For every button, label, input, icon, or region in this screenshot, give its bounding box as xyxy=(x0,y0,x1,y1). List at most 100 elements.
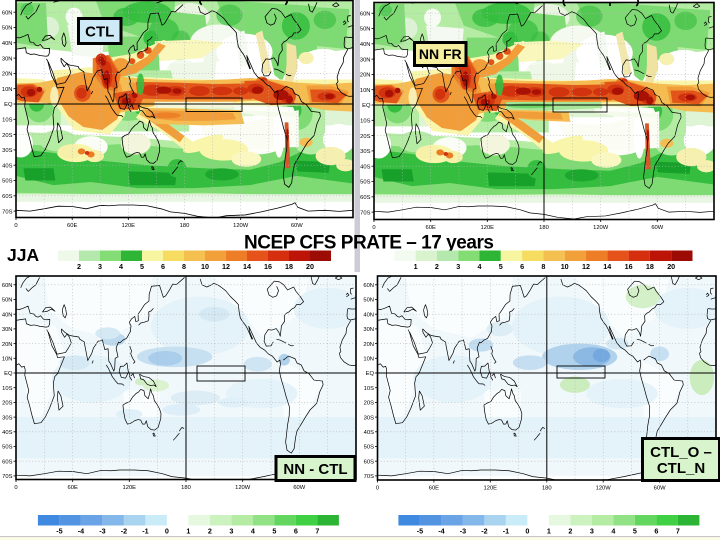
svg-text:20N: 20N xyxy=(2,342,13,348)
svg-text:3: 3 xyxy=(590,527,594,536)
svg-text:4: 4 xyxy=(611,527,615,536)
svg-text:60E: 60E xyxy=(426,225,436,231)
svg-text:1: 1 xyxy=(414,262,418,271)
svg-text:50S: 50S xyxy=(364,445,374,451)
svg-text:7: 7 xyxy=(315,527,319,536)
svg-text:20: 20 xyxy=(306,262,314,271)
svg-text:7: 7 xyxy=(676,527,680,536)
svg-text:NCEP CFS PRATE – 17 years: NCEP CFS PRATE – 17 years xyxy=(244,233,494,254)
svg-text:60N: 60N xyxy=(360,11,371,17)
svg-text:18: 18 xyxy=(646,262,654,271)
svg-text:20N: 20N xyxy=(360,73,371,79)
svg-text:3: 3 xyxy=(98,262,102,271)
svg-text:60E: 60E xyxy=(68,485,78,491)
svg-text:-3: -3 xyxy=(460,527,466,536)
svg-text:2: 2 xyxy=(568,527,572,536)
svg-text:120W: 120W xyxy=(235,485,251,491)
svg-text:30N: 30N xyxy=(2,327,13,333)
svg-text:40S: 40S xyxy=(364,430,374,436)
svg-text:0: 0 xyxy=(525,527,529,536)
svg-text:60W: 60W xyxy=(651,225,663,231)
svg-text:120W: 120W xyxy=(596,486,612,492)
svg-text:-5: -5 xyxy=(417,527,423,536)
svg-text:60W: 60W xyxy=(293,485,305,491)
svg-text:120E: 120E xyxy=(123,485,137,491)
svg-text:10N: 10N xyxy=(360,88,371,94)
svg-text:16: 16 xyxy=(625,262,633,271)
svg-text:-4: -4 xyxy=(78,527,84,536)
svg-text:120W: 120W xyxy=(233,223,249,229)
svg-text:60E: 60E xyxy=(429,486,439,492)
svg-text:10S: 10S xyxy=(2,118,12,124)
svg-text:5: 5 xyxy=(499,262,503,271)
svg-text:14: 14 xyxy=(603,262,611,271)
svg-text:CTL_O –: CTL_O – xyxy=(650,444,712,461)
svg-text:-2: -2 xyxy=(121,527,127,536)
svg-text:0: 0 xyxy=(14,485,17,491)
svg-text:JJA: JJA xyxy=(7,245,39,265)
svg-text:30N: 30N xyxy=(2,56,13,62)
svg-text:1: 1 xyxy=(186,527,190,536)
svg-text:50N: 50N xyxy=(363,298,374,304)
svg-text:40S: 40S xyxy=(2,163,12,169)
svg-text:50N: 50N xyxy=(360,27,371,33)
svg-text:70S: 70S xyxy=(360,210,370,216)
svg-text:EQ: EQ xyxy=(366,371,375,377)
svg-text:3: 3 xyxy=(456,262,460,271)
svg-text:-1: -1 xyxy=(503,527,509,536)
svg-text:60S: 60S xyxy=(2,459,12,465)
svg-text:-4: -4 xyxy=(438,527,444,536)
svg-text:30S: 30S xyxy=(2,415,12,421)
svg-text:30S: 30S xyxy=(360,149,370,155)
svg-text:4: 4 xyxy=(119,262,123,271)
svg-text:12: 12 xyxy=(222,262,230,271)
svg-text:60S: 60S xyxy=(364,459,374,465)
svg-text:50S: 50S xyxy=(2,179,12,185)
svg-text:NN FR: NN FR xyxy=(419,46,462,62)
svg-text:CTL_N: CTL_N xyxy=(657,460,705,477)
svg-text:10N: 10N xyxy=(2,87,13,93)
svg-text:50N: 50N xyxy=(2,26,13,32)
svg-text:40S: 40S xyxy=(360,164,370,170)
svg-text:18: 18 xyxy=(285,262,293,271)
svg-text:180: 180 xyxy=(181,485,191,491)
svg-text:-2: -2 xyxy=(481,527,487,536)
svg-text:10: 10 xyxy=(561,262,569,271)
svg-text:10N: 10N xyxy=(2,357,13,363)
svg-text:-5: -5 xyxy=(56,527,62,536)
svg-text:120E: 120E xyxy=(484,486,498,492)
svg-text:0: 0 xyxy=(165,527,169,536)
svg-text:50N: 50N xyxy=(2,298,13,304)
svg-text:120E: 120E xyxy=(481,225,495,231)
svg-text:-3: -3 xyxy=(99,527,105,536)
svg-text:6: 6 xyxy=(520,262,524,271)
svg-text:60E: 60E xyxy=(67,223,77,229)
svg-text:120W: 120W xyxy=(593,225,609,231)
svg-text:-1: -1 xyxy=(142,527,148,536)
svg-text:4: 4 xyxy=(478,262,482,271)
svg-text:60N: 60N xyxy=(2,283,13,289)
svg-text:20S: 20S xyxy=(2,133,12,139)
svg-text:14: 14 xyxy=(243,262,251,271)
svg-text:40N: 40N xyxy=(363,312,374,318)
svg-text:10: 10 xyxy=(201,262,209,271)
svg-text:40N: 40N xyxy=(2,41,13,47)
svg-text:20: 20 xyxy=(667,262,675,271)
svg-text:NN - CTL: NN - CTL xyxy=(283,461,347,478)
svg-text:EQ: EQ xyxy=(4,371,13,377)
svg-text:180: 180 xyxy=(539,225,549,231)
svg-text:60S: 60S xyxy=(2,194,12,200)
svg-text:10S: 10S xyxy=(360,119,370,125)
svg-text:5: 5 xyxy=(633,527,637,536)
svg-text:6: 6 xyxy=(294,527,298,536)
svg-text:10N: 10N xyxy=(363,357,374,363)
svg-text:6: 6 xyxy=(654,527,658,536)
svg-text:16: 16 xyxy=(264,262,272,271)
svg-text:40N: 40N xyxy=(2,312,13,318)
svg-text:180: 180 xyxy=(180,223,190,229)
svg-text:EQ: EQ xyxy=(4,102,13,108)
svg-text:60N: 60N xyxy=(363,283,374,289)
svg-text:5: 5 xyxy=(272,527,276,536)
svg-text:8: 8 xyxy=(182,262,186,271)
svg-text:10S: 10S xyxy=(2,386,12,392)
